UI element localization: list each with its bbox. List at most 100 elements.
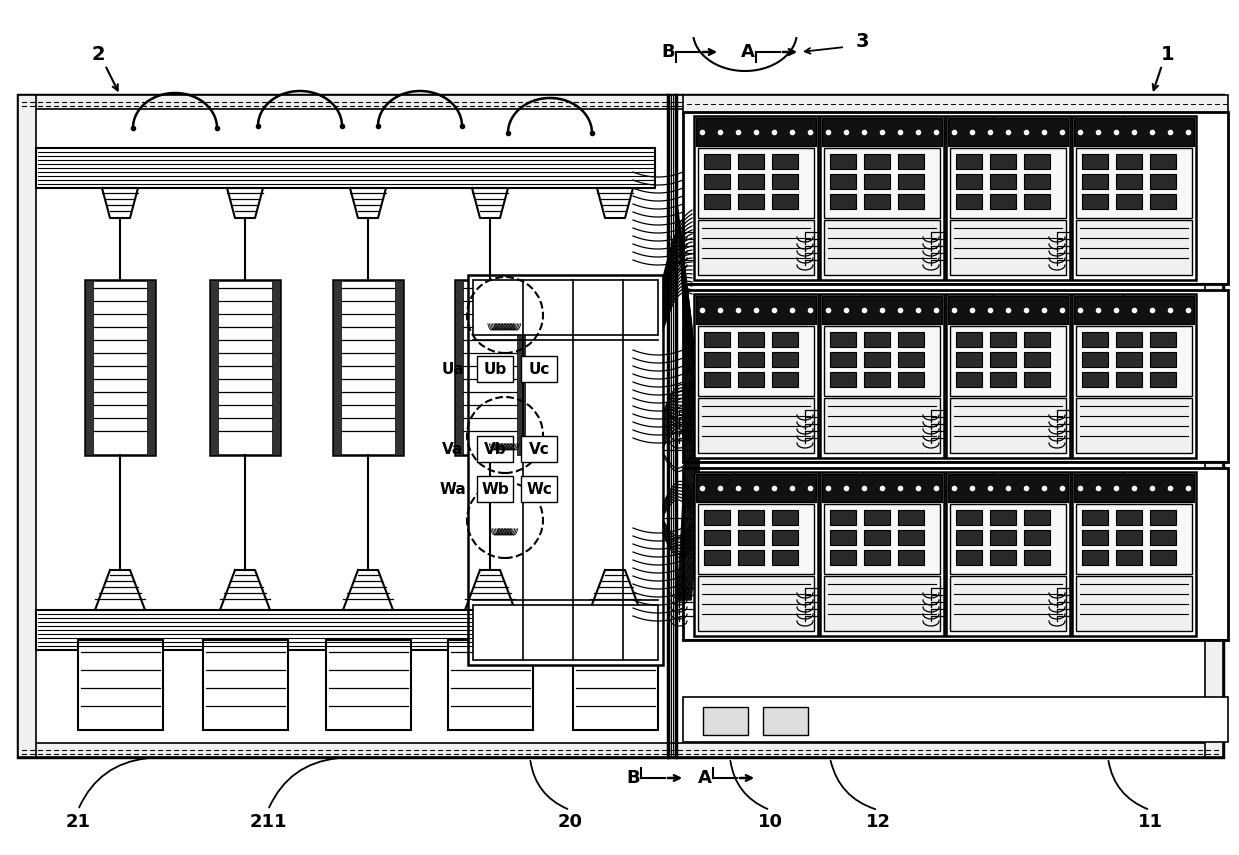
Bar: [1082, 372, 1108, 387]
Bar: [683, 290, 1228, 462]
Bar: [738, 174, 764, 189]
Bar: [772, 352, 798, 367]
Bar: [698, 220, 814, 275]
Bar: [1150, 332, 1176, 347]
Bar: [990, 550, 1016, 565]
Bar: [698, 398, 814, 453]
Bar: [19, 95, 1223, 757]
Bar: [696, 474, 817, 502]
Bar: [209, 280, 218, 455]
Bar: [694, 294, 818, 458]
Bar: [957, 194, 983, 209]
Bar: [864, 530, 890, 545]
Bar: [990, 154, 1016, 169]
Bar: [517, 280, 525, 455]
Bar: [820, 472, 944, 636]
Text: Ub: Ub: [483, 363, 507, 378]
Text: B: B: [662, 43, 675, 61]
Bar: [1150, 352, 1176, 367]
Bar: [683, 95, 1228, 113]
Text: Uc: Uc: [528, 363, 550, 378]
Bar: [704, 352, 730, 367]
Bar: [704, 510, 730, 525]
Bar: [477, 436, 513, 462]
Bar: [1023, 530, 1049, 545]
Bar: [698, 326, 814, 396]
Bar: [698, 148, 814, 218]
Bar: [704, 194, 730, 209]
Bar: [1150, 174, 1176, 189]
Bar: [468, 275, 663, 665]
Bar: [772, 194, 798, 209]
Text: 10: 10: [757, 813, 783, 831]
Bar: [864, 174, 890, 189]
Bar: [898, 194, 924, 209]
Bar: [1116, 352, 1142, 367]
Bar: [950, 148, 1066, 218]
Bar: [1074, 474, 1194, 502]
Bar: [1023, 510, 1049, 525]
Bar: [1023, 194, 1049, 209]
Bar: [1116, 510, 1142, 525]
Bar: [738, 530, 764, 545]
Bar: [830, 194, 856, 209]
Bar: [824, 220, 940, 275]
Bar: [333, 280, 403, 455]
Bar: [990, 194, 1016, 209]
Bar: [36, 610, 655, 650]
Bar: [830, 174, 856, 189]
Bar: [1075, 326, 1192, 396]
Bar: [898, 174, 924, 189]
Bar: [957, 154, 983, 169]
Bar: [36, 148, 655, 188]
Bar: [990, 174, 1016, 189]
Bar: [950, 220, 1066, 275]
Bar: [772, 530, 798, 545]
Bar: [85, 280, 155, 455]
Bar: [990, 510, 1016, 525]
Text: Va: Va: [442, 443, 463, 457]
Bar: [1116, 530, 1142, 545]
Bar: [824, 398, 940, 453]
Bar: [1150, 550, 1176, 565]
Bar: [947, 116, 1070, 280]
Bar: [864, 154, 890, 169]
Bar: [898, 352, 924, 367]
Bar: [864, 194, 890, 209]
Text: 211: 211: [249, 813, 286, 831]
Bar: [830, 352, 856, 367]
Bar: [898, 510, 924, 525]
Bar: [1082, 332, 1108, 347]
Bar: [473, 605, 658, 660]
Bar: [1075, 576, 1192, 631]
Bar: [1082, 530, 1108, 545]
Bar: [898, 154, 924, 169]
Bar: [957, 550, 983, 565]
Bar: [830, 530, 856, 545]
Bar: [1072, 116, 1196, 280]
Bar: [683, 468, 1228, 640]
Bar: [1023, 372, 1049, 387]
Bar: [898, 332, 924, 347]
Bar: [950, 398, 1066, 453]
Bar: [1075, 398, 1192, 453]
Bar: [738, 510, 764, 525]
Bar: [738, 332, 764, 347]
Bar: [1150, 510, 1176, 525]
Bar: [572, 640, 658, 730]
Bar: [1072, 294, 1196, 458]
Bar: [696, 118, 817, 146]
Bar: [473, 280, 658, 335]
Bar: [957, 530, 983, 545]
Bar: [1206, 95, 1223, 757]
Bar: [1023, 550, 1049, 565]
Bar: [772, 510, 798, 525]
Text: 3: 3: [855, 32, 869, 51]
Bar: [326, 640, 411, 730]
Bar: [455, 280, 463, 455]
Bar: [957, 174, 983, 189]
Bar: [950, 576, 1066, 631]
Bar: [898, 372, 924, 387]
Bar: [990, 332, 1016, 347]
Text: A: A: [741, 43, 755, 61]
